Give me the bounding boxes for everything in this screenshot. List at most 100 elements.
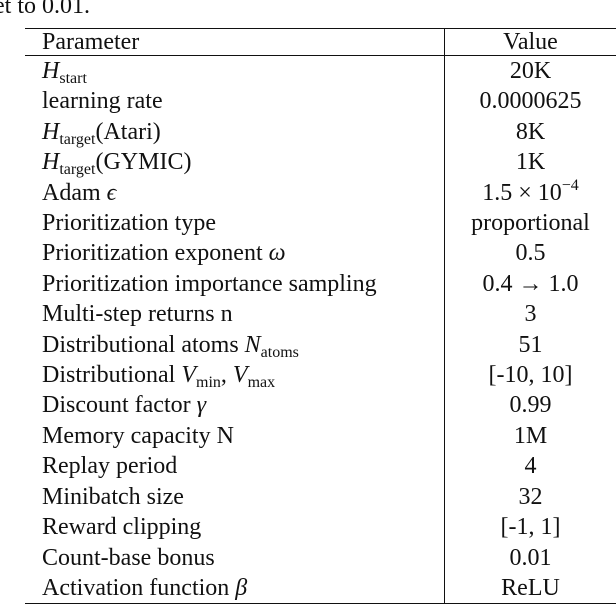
text-segment: 1.5 × 10 <box>482 179 562 206</box>
parameter-cell: Prioritization importance sampling <box>25 268 445 300</box>
text-segment: 0.99 <box>509 392 552 419</box>
table-body: Hstart 20K learning rate 0.0000625 Htarget(A… <box>25 55 616 604</box>
text-segment: , <box>220 362 233 389</box>
table-row: Hstart 20K <box>25 55 616 87</box>
table-row: Htarget(GYMIC) 1K <box>25 147 616 178</box>
text-segment: start <box>59 70 87 87</box>
text-segment: 32 <box>518 483 543 510</box>
text-segment: H <box>42 149 60 176</box>
table-row: Distributional Vmin, Vmax [-10, 10] <box>25 360 616 392</box>
text-segment: H <box>42 58 60 84</box>
text-segment: max <box>247 374 276 392</box>
text-segment: 8K <box>515 118 546 145</box>
text-segment: 0.5 <box>515 240 546 267</box>
parameter-cell: Activation function β <box>25 572 445 604</box>
table-row: Distributional atoms Natoms 51 <box>25 329 616 361</box>
table-row: Adam ϵ 1.5 × 10−4 <box>25 176 616 209</box>
table-row: Prioritization importance sampling 0.4 → … <box>25 268 616 300</box>
text-segment: Prioritization exponent <box>42 240 269 267</box>
value-cell: 8K <box>445 117 616 147</box>
table-row: Activation function β ReLU <box>25 572 616 604</box>
value-cell: 1.5 × 10−4 <box>445 176 616 208</box>
text-segment: ϵ <box>106 179 117 206</box>
table-row: Reward clipping [-1, 1] <box>25 512 616 543</box>
table-row: Minibatch size 32 <box>25 481 616 513</box>
text-segment: 3 <box>524 301 537 328</box>
value-cell: ReLU <box>445 573 616 604</box>
header-cell: Parameter <box>25 28 445 56</box>
header-row: Parameter Value <box>25 28 616 56</box>
text-segment: min <box>196 374 221 392</box>
text-segment: ω <box>268 240 286 267</box>
value-cell: 20K <box>445 56 616 87</box>
text-segment: 0.0000625 <box>479 88 582 115</box>
parameter-cell: Htarget(GYMIC) <box>25 147 445 178</box>
parameter-cell: Memory capacity N <box>25 420 445 452</box>
value-cell: 51 <box>445 330 616 360</box>
parameter-cell: Htarget(Atari) <box>25 116 445 148</box>
text-segment: 20K <box>509 58 552 84</box>
value-cell: 1M <box>445 421 616 451</box>
text-segment: N <box>244 331 261 358</box>
text-segment: −4 <box>561 176 579 194</box>
text-segment: Prioritization type <box>42 210 216 237</box>
value-cell: 3 <box>445 299 616 329</box>
table-row: learning rate 0.0000625 <box>25 86 616 117</box>
text-segment: atoms <box>260 343 299 361</box>
text-segment: Replay period <box>42 453 178 480</box>
table-row: Memory capacity N 1M <box>25 420 616 452</box>
value-cell: [-1, 1] <box>445 512 616 542</box>
text-segment: β <box>235 574 248 601</box>
text-segment: Reward clipping <box>42 514 202 541</box>
parameter-cell: Replay period <box>25 451 445 482</box>
parameter-cell: Adam ϵ <box>25 177 445 209</box>
table-row: Replay period 4 <box>25 451 616 482</box>
value-cell: 0.4 → 1.0 <box>445 269 616 299</box>
parameter-cell: Prioritization exponent ω <box>25 238 445 269</box>
value-cell: 1K <box>445 147 616 177</box>
text-segment: Multi-step returns n <box>42 301 233 328</box>
parameter-cell: Distributional atoms Natoms <box>25 329 445 361</box>
parameter-cell: Discount factor γ <box>25 390 445 421</box>
text-segment: 0.01 <box>509 544 552 571</box>
value-cell: 0.99 <box>445 390 616 420</box>
table-row: Prioritization type proportional <box>25 208 616 239</box>
text-segment: Memory capacity N <box>42 422 234 449</box>
text-segment: Adam <box>42 179 107 206</box>
table-row: Count-base bonus 0.01 <box>25 542 616 573</box>
text-segment: (GYMIC) <box>95 149 192 176</box>
table-row: Multi-step returns n 3 <box>25 299 616 330</box>
text-segment: Minibatch size <box>42 483 184 510</box>
text-segment: Discount factor <box>42 392 197 419</box>
parameter-cell: Multi-step returns n <box>25 299 445 330</box>
value-cell: [-10, 10] <box>445 360 616 390</box>
text-segment: V <box>181 362 196 389</box>
text-segment: (Atari) <box>95 118 161 145</box>
text-segment: 0.4 → 1.0 <box>482 270 579 297</box>
text-segment: Distributional <box>42 362 182 389</box>
header-cell: Value <box>444 28 616 56</box>
caption: et to 0.01. <box>0 0 90 19</box>
text-segment: target <box>59 130 96 148</box>
text-segment: 1M <box>513 422 548 449</box>
text-segment: [-10, 10] <box>488 362 573 389</box>
table-row: Htarget(Atari) 8K <box>25 116 616 148</box>
text-segment: Prioritization importance sampling <box>42 270 377 297</box>
text-segment: 4 <box>524 453 537 480</box>
text-segment: V <box>232 362 248 389</box>
text-segment: Activation function <box>42 574 236 601</box>
table-row: Discount factor γ 0.99 <box>25 390 616 421</box>
table-row: Prioritization exponent ω 0.5 <box>25 238 616 269</box>
text-segment: 1K <box>515 149 546 176</box>
value-cell: 0.01 <box>445 543 616 573</box>
text-segment: 51 <box>518 331 543 358</box>
text-segment: [-1, 1] <box>500 514 561 541</box>
value-cell: 32 <box>445 482 616 512</box>
text-segment: γ <box>196 392 207 419</box>
text-segment: learning rate <box>42 88 163 115</box>
text-segment: proportional <box>471 210 590 237</box>
parameter-cell: learning rate <box>25 86 445 117</box>
parameter-cell: Hstart <box>25 55 445 87</box>
parameter-cell: Count-base bonus <box>25 542 445 573</box>
